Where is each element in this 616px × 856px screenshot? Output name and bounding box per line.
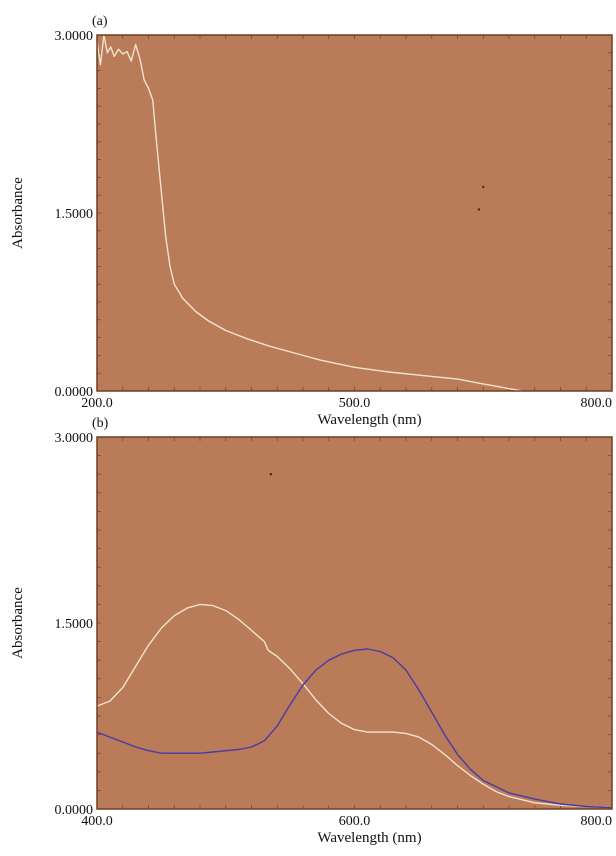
- x-tick-label: 500.0: [339, 396, 371, 411]
- x-tick-label: 400.0: [81, 814, 113, 829]
- plot-area: [97, 35, 612, 391]
- y-axis-label: Absorbance: [10, 177, 26, 249]
- speck: [482, 186, 484, 188]
- panel-label: (b): [92, 416, 109, 431]
- panel-label: (a): [92, 14, 108, 29]
- speck: [270, 473, 272, 475]
- y-tick-label: 3.0000: [55, 29, 94, 44]
- panel-a: (a) Absorbance Wavelength (nm) 0.0000 1.…: [10, 14, 612, 428]
- y-tick-label: 3.0000: [55, 431, 94, 446]
- x-axis-label: Wavelength (nm): [317, 412, 421, 428]
- y-tick-label: 1.5000: [55, 207, 94, 222]
- panel-b: (b) Absorbance Wavelength (nm) 0.0000 1.…: [10, 416, 612, 846]
- x-axis-label: Wavelength (nm): [317, 830, 421, 846]
- x-tick-label: 800.0: [581, 814, 613, 829]
- y-tick-label: 1.5000: [55, 617, 94, 632]
- x-tick-label: 800.0: [581, 396, 613, 411]
- x-tick-label: 200.0: [81, 396, 113, 411]
- y-axis-label: Absorbance: [10, 587, 26, 659]
- x-tick-label: 600.0: [339, 814, 371, 829]
- speck: [478, 208, 480, 210]
